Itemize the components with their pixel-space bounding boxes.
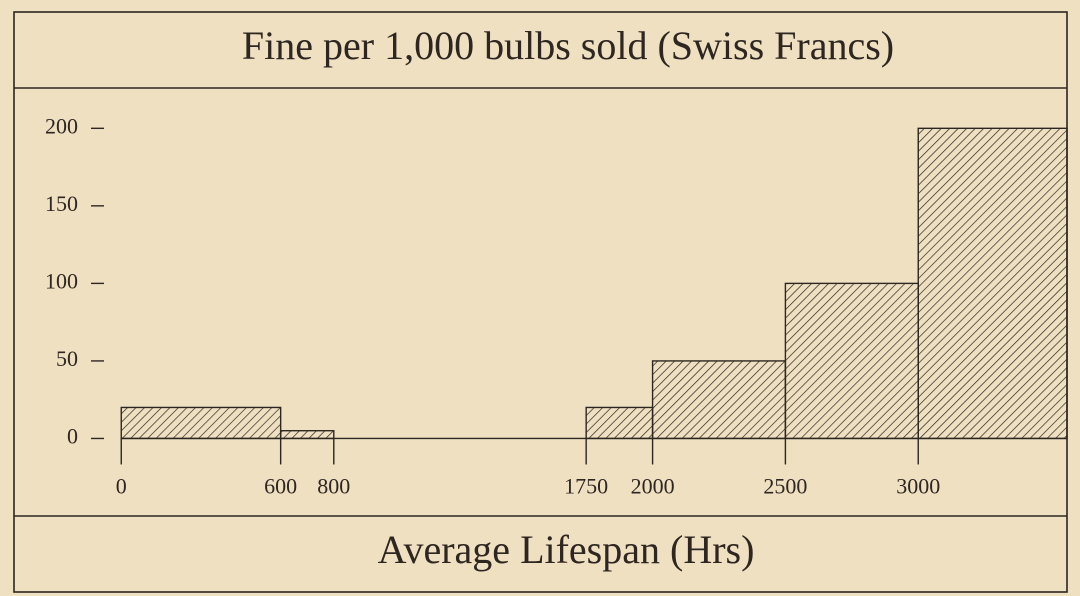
x-tick-label: 600 <box>264 474 297 499</box>
bar <box>917 127 1068 440</box>
x-tick-label: 0 <box>116 474 127 499</box>
bar <box>585 406 654 440</box>
chart-title: Fine per 1,000 bulbs sold (Swiss Francs) <box>242 23 894 68</box>
y-tick-label: 200 <box>45 113 78 138</box>
x-tick-label: 3000 <box>896 474 940 499</box>
y-tick-label: 100 <box>45 268 78 293</box>
bar <box>651 360 787 440</box>
y-tick-label: 0 <box>67 424 78 449</box>
bar <box>120 406 282 440</box>
y-tick-label: 50 <box>56 346 78 371</box>
x-tick-label: 800 <box>317 474 350 499</box>
x-tick-label: 1750 <box>564 474 608 499</box>
y-tick-label: 150 <box>45 191 78 216</box>
bar <box>279 430 335 440</box>
x-tick-label: 2500 <box>763 474 807 499</box>
x-tick-label: 2000 <box>631 474 675 499</box>
bar <box>784 282 919 440</box>
x-axis-label: Average Lifespan (Hrs) <box>378 527 755 572</box>
